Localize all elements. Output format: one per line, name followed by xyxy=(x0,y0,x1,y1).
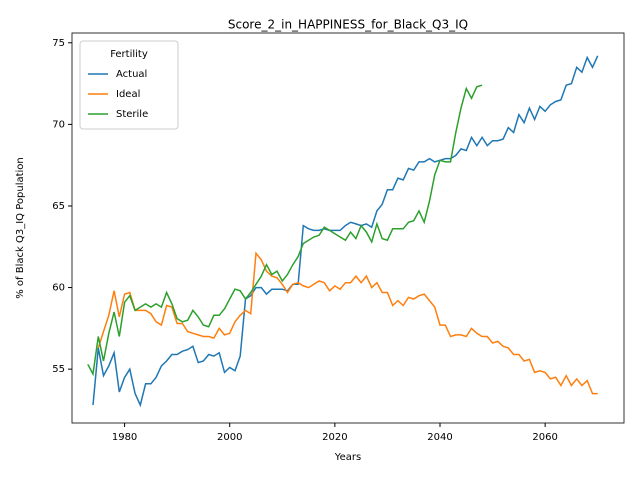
legend-label: Ideal xyxy=(116,89,140,100)
y-tick-label: 70 xyxy=(52,119,65,130)
x-tick-label: 2000 xyxy=(217,432,242,443)
y-tick-label: 65 xyxy=(52,201,65,212)
chart-title: Score_2_in_HAPPINESS_for_Black_Q3_IQ xyxy=(228,18,468,32)
plot-frame xyxy=(71,32,625,424)
y-tick-label: 55 xyxy=(52,364,65,375)
series-line xyxy=(87,84,483,377)
legend-title: Fertility xyxy=(110,49,148,60)
legend-box xyxy=(79,40,179,130)
x-tick-label: 2060 xyxy=(532,432,557,443)
x-tick-label: 1980 xyxy=(112,432,137,443)
series-line xyxy=(97,251,598,395)
y-axis-label: % of Black Q3_IQ Population xyxy=(15,157,26,299)
legend-label: Actual xyxy=(116,69,147,80)
x-tick-label: 2040 xyxy=(427,432,452,443)
series-line xyxy=(92,55,599,408)
x-tick-label: 2020 xyxy=(322,432,347,443)
y-tick-label: 75 xyxy=(52,38,65,49)
x-axis-label: Years xyxy=(334,452,361,463)
y-tick-label: 60 xyxy=(52,283,65,294)
legend-label: Sterile xyxy=(116,109,148,120)
